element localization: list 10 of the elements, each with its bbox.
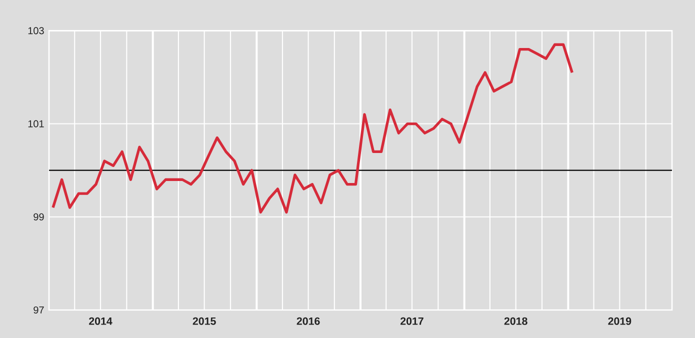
x-tick-label: 2018 [504,317,528,325]
x-tick-label: 2016 [296,317,320,325]
x-tick-label: 2019 [608,317,632,325]
y-tick-label: 97 [34,306,44,314]
x-tick-label: 2015 [192,317,216,325]
y-tick-label: 99 [34,213,44,220]
x-tick-label: 2014 [89,317,112,325]
x-tick-label: 2017 [400,317,424,325]
y-tick-label: 103 [28,27,44,34]
y-tick-label: 101 [28,120,44,128]
